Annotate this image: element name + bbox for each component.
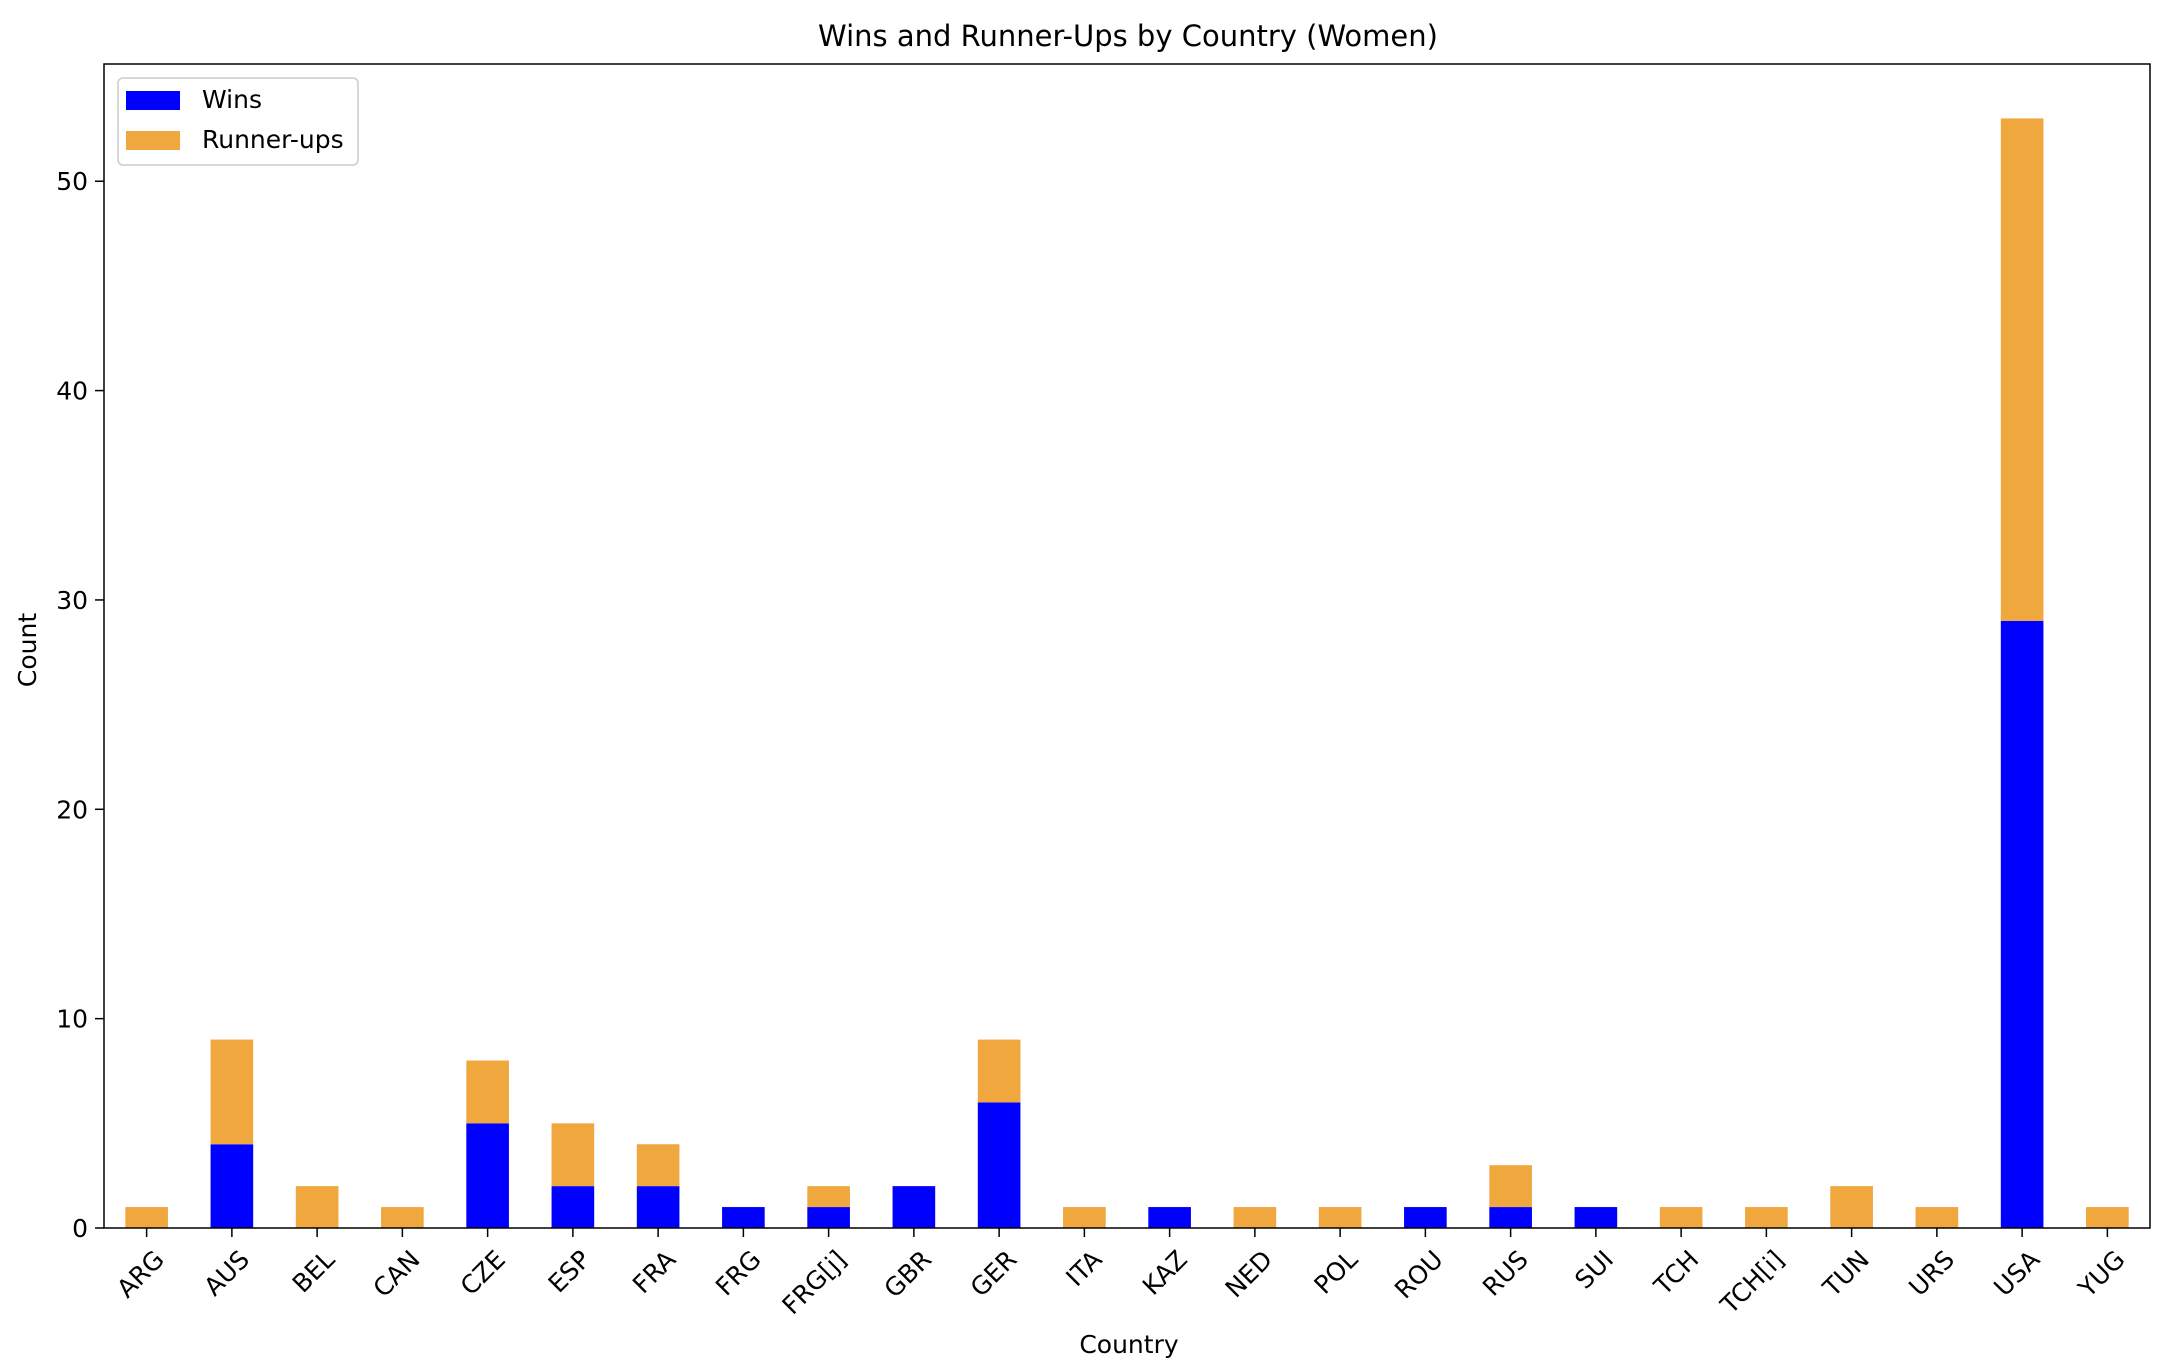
y-tick-label: 40 (56, 377, 88, 406)
bar-wins-gbr (892, 1186, 936, 1228)
y-axis: 0 10 20 30 40 50 (56, 167, 104, 1243)
bar-runner-ups-cze (466, 1060, 509, 1124)
chart-title: Wins and Runner-Ups by Country (Women) (818, 19, 1438, 53)
bar-runner-ups-fra (636, 1144, 680, 1187)
bar-wins-sui (1574, 1207, 1618, 1228)
bar-wins-esp (551, 1186, 595, 1228)
bar-wins-ger (977, 1102, 1021, 1228)
bar-runner-ups-arg (125, 1207, 168, 1228)
bar-wins-kaz (1148, 1207, 1191, 1228)
bar-wins-fra (636, 1186, 680, 1228)
legend-swatch-runner-ups (126, 131, 180, 150)
bar-runner-ups-aus (210, 1039, 254, 1145)
bar-wins-usa (2000, 620, 2044, 1228)
legend: Wins Runner-ups (117, 77, 359, 166)
y-axis-label: Count (13, 613, 42, 687)
bar-runner-ups-bel (295, 1186, 339, 1228)
bar-runner-ups-pol (1318, 1207, 1362, 1228)
legend-swatch-wins (126, 91, 180, 110)
bar-runner-ups-can (381, 1207, 424, 1228)
x-axis-label: Country (1079, 1330, 1179, 1359)
bar-runner-ups-rus (1489, 1165, 1532, 1208)
y-tick-label: 10 (56, 1005, 88, 1034)
bar-runner-ups-ger (977, 1039, 1021, 1103)
bar-runner-ups-tch (1659, 1207, 1703, 1228)
bar-wins-frg (722, 1207, 765, 1228)
bar-wins-rus (1489, 1207, 1532, 1228)
bar-runner-ups-usa (2000, 118, 2044, 621)
bar-runner-ups-tun (1830, 1186, 1873, 1228)
bar-runner-ups-esp (551, 1123, 595, 1187)
bar-runner-ups-ned (1233, 1207, 1277, 1228)
bar-runner-ups-yug (2086, 1207, 2129, 1228)
bars-layer (125, 118, 2129, 1228)
bar-runner-ups-tch-i (1745, 1207, 1788, 1228)
bar-wins-frg-j (807, 1207, 850, 1228)
legend-label-wins: Wins (202, 85, 262, 114)
bar-runner-ups-frg-j (807, 1186, 850, 1208)
y-tick-label: 50 (56, 167, 88, 196)
plot-frame (103, 63, 2151, 1229)
y-tick-label: 0 (72, 1214, 88, 1243)
bar-wins-aus (210, 1144, 254, 1228)
bar-wins-cze (466, 1123, 509, 1228)
bar-wins-rou (1404, 1207, 1447, 1228)
y-tick-label: 30 (56, 586, 88, 615)
bar-runner-ups-ita (1063, 1207, 1106, 1228)
legend-label-runner-ups: Runner-ups (202, 125, 344, 154)
y-tick-label: 20 (56, 795, 88, 824)
bar-runner-ups-urs (1915, 1207, 1959, 1228)
